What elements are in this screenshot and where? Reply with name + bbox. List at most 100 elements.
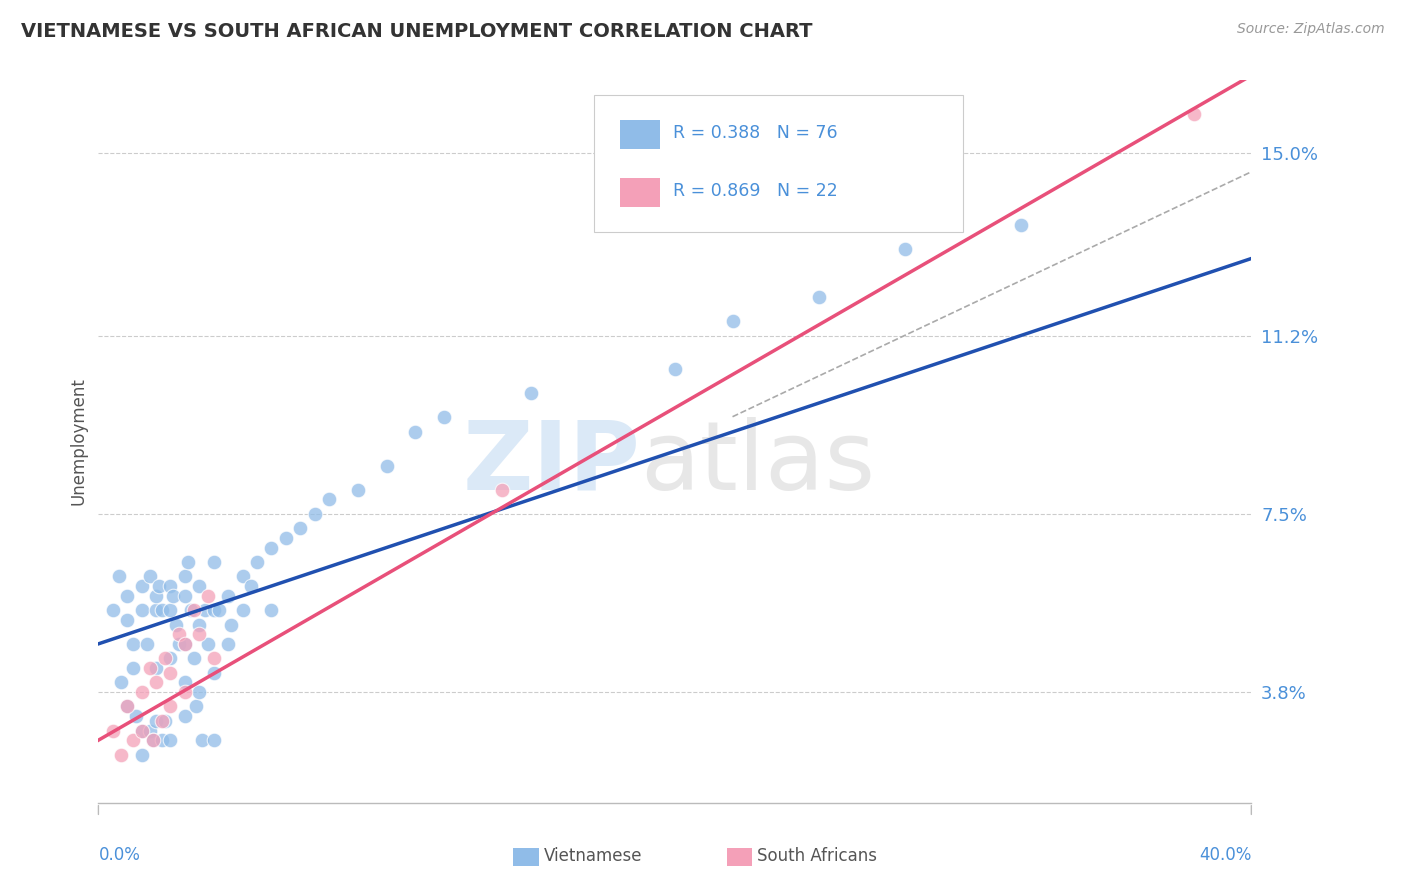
Point	[174, 637, 197, 651]
Text: R = 0.869   N = 22: R = 0.869 N = 22	[672, 182, 838, 200]
Point	[122, 733, 145, 747]
Point	[150, 714, 173, 728]
Point	[894, 242, 917, 256]
Point	[188, 579, 211, 593]
Point	[202, 555, 225, 569]
Point	[150, 603, 173, 617]
Point	[159, 651, 181, 665]
Point	[290, 521, 312, 535]
Point	[148, 579, 170, 593]
Point	[174, 589, 197, 603]
Point	[405, 425, 427, 439]
Point	[117, 589, 139, 603]
Point	[219, 617, 242, 632]
Text: VIETNAMESE VS SOUTH AFRICAN UNEMPLOYMENT CORRELATION CHART: VIETNAMESE VS SOUTH AFRICAN UNEMPLOYMENT…	[21, 22, 813, 41]
Point	[117, 699, 139, 714]
Point	[375, 458, 398, 473]
Point	[165, 617, 187, 632]
Point	[217, 589, 239, 603]
Point	[122, 637, 145, 651]
Point	[131, 579, 153, 593]
Point	[188, 685, 211, 699]
Point	[346, 483, 368, 497]
Point	[191, 733, 214, 747]
Point	[139, 661, 162, 675]
Point	[145, 589, 167, 603]
Point	[186, 699, 208, 714]
Point	[145, 714, 167, 728]
Point	[117, 699, 139, 714]
Point	[174, 685, 197, 699]
Point	[664, 362, 686, 376]
Text: 0.0%: 0.0%	[98, 847, 141, 864]
Point	[188, 617, 211, 632]
Point	[131, 723, 153, 738]
Point	[110, 747, 132, 762]
Point	[217, 637, 239, 651]
Point	[177, 555, 200, 569]
Point	[231, 603, 254, 617]
Point	[318, 492, 340, 507]
Point	[174, 709, 197, 723]
Point	[145, 603, 167, 617]
Point	[159, 665, 181, 680]
Point	[142, 733, 165, 747]
Point	[274, 531, 297, 545]
Point	[491, 483, 513, 497]
Point	[107, 569, 129, 583]
Point	[1182, 107, 1205, 121]
Point	[197, 637, 219, 651]
Point	[183, 651, 205, 665]
Point	[246, 555, 269, 569]
Point	[180, 603, 202, 617]
Point	[153, 714, 176, 728]
Point	[174, 675, 197, 690]
Point	[240, 579, 263, 593]
Point	[520, 386, 543, 401]
Point	[139, 723, 162, 738]
Text: Vietnamese: Vietnamese	[544, 847, 643, 865]
Point	[202, 651, 225, 665]
Point	[110, 675, 132, 690]
Point	[167, 627, 190, 641]
Point	[145, 661, 167, 675]
FancyBboxPatch shape	[620, 178, 659, 207]
Point	[721, 314, 744, 328]
Point	[202, 603, 225, 617]
Point	[188, 627, 211, 641]
Point	[197, 589, 219, 603]
Point	[131, 685, 153, 699]
FancyBboxPatch shape	[620, 120, 659, 149]
Point	[167, 637, 190, 651]
Text: Source: ZipAtlas.com: Source: ZipAtlas.com	[1237, 22, 1385, 37]
Point	[117, 613, 139, 627]
Text: atlas: atlas	[640, 417, 876, 509]
Text: South Africans: South Africans	[756, 847, 877, 865]
Point	[125, 709, 148, 723]
Point	[131, 603, 153, 617]
FancyBboxPatch shape	[595, 95, 963, 232]
Point	[260, 541, 283, 555]
Point	[304, 507, 326, 521]
Point	[194, 603, 217, 617]
Point	[159, 603, 181, 617]
Point	[260, 603, 283, 617]
Point	[131, 747, 153, 762]
Point	[131, 723, 153, 738]
Y-axis label: Unemployment: Unemployment	[69, 377, 87, 506]
Bar	[513, 847, 538, 865]
Point	[174, 569, 197, 583]
Point	[208, 603, 231, 617]
Text: 40.0%: 40.0%	[1199, 847, 1251, 864]
Point	[136, 637, 159, 651]
Point	[122, 661, 145, 675]
Point	[159, 579, 181, 593]
Point	[183, 603, 205, 617]
Text: R = 0.388   N = 76: R = 0.388 N = 76	[672, 124, 837, 142]
Point	[202, 665, 225, 680]
Point	[153, 651, 176, 665]
Point	[231, 569, 254, 583]
Point	[101, 603, 124, 617]
Point	[145, 675, 167, 690]
Point	[808, 290, 831, 304]
